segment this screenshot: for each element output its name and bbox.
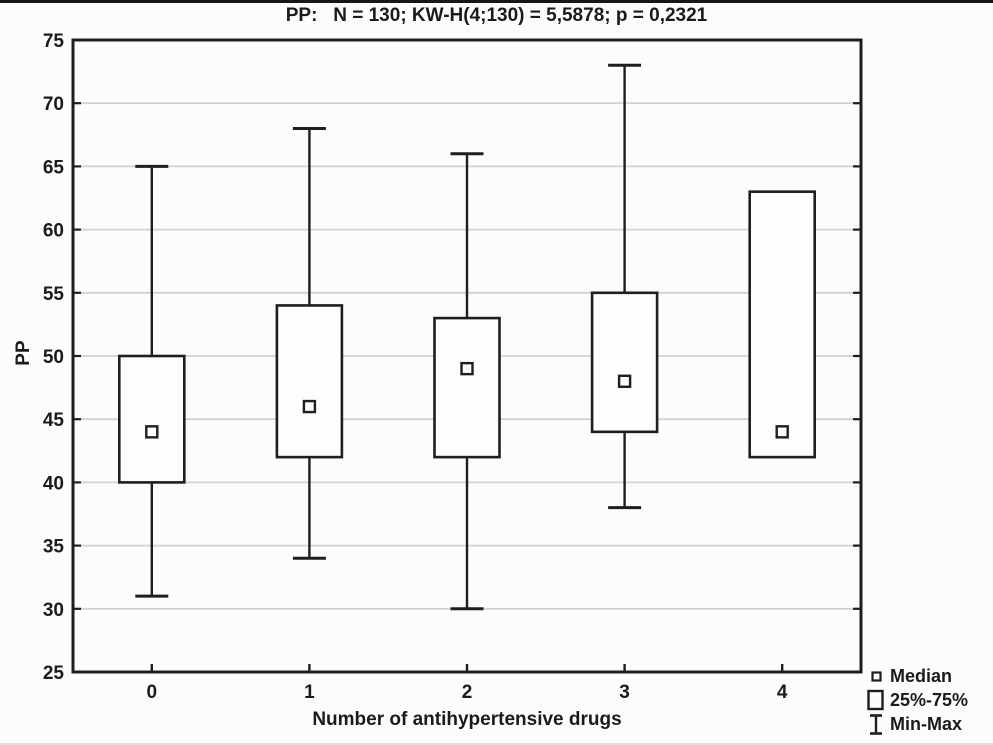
median-marker	[302, 399, 317, 414]
median-marker	[617, 374, 632, 388]
x-tick-label: 0	[147, 682, 158, 703]
y-tick-label: 60	[43, 221, 64, 242]
figure-bottom-border	[0, 743, 993, 745]
x-tick-label: 1	[304, 682, 315, 703]
box-plot-group-3	[590, 63, 659, 510]
iqr-box	[118, 354, 186, 484]
median-marker	[775, 425, 789, 439]
chart-title: PP: N = 130; KW-H(4;130) = 5,5878; p = 0…	[285, 5, 708, 26]
median-square-icon	[862, 670, 890, 683]
figure-top-border	[0, 0, 993, 3]
legend-label-iqr: 25%-75%	[890, 689, 969, 710]
box-plot-group-4	[748, 190, 817, 459]
legend: Median 25%-75% Min-Max	[862, 664, 968, 736]
y-tick-label: 45	[43, 410, 65, 431]
x-axis-label: Number of antihypertensive drugs	[312, 709, 622, 730]
median-marker	[145, 425, 159, 439]
iqr-box	[748, 190, 817, 459]
legend-item-iqr: 25%-75%	[862, 688, 968, 712]
iqr-box-icon	[862, 689, 890, 711]
y-tick-label: 55	[43, 284, 65, 305]
y-tick-label: 30	[43, 600, 64, 621]
legend-label-median: Median	[890, 665, 953, 686]
legend-item-median: Median	[862, 664, 968, 688]
box-plot-group-0	[118, 164, 186, 598]
iqr-box	[275, 304, 344, 459]
median-marker	[460, 361, 474, 376]
legend-item-minmax: Min-Max	[862, 712, 968, 736]
iqr-box	[433, 316, 501, 459]
x-tick-label: 4	[777, 682, 788, 703]
y-tick-label: 75	[43, 31, 65, 52]
y-tick-label: 65	[43, 157, 65, 178]
box-plot-group-1	[275, 126, 344, 560]
y-tick-label: 40	[43, 473, 64, 494]
min-max-whisker-icon	[862, 713, 890, 736]
legend-label-minmax: Min-Max	[890, 713, 962, 734]
x-tick-label: 3	[619, 682, 630, 703]
y-tick-label: 35	[43, 537, 65, 558]
plot-border	[71, 38, 863, 674]
x-tick-label: 2	[462, 682, 473, 703]
box-plot-group-2	[433, 152, 501, 611]
y-tick-label: 50	[43, 347, 64, 368]
y-tick-label: 25	[43, 663, 65, 684]
y-tick-label: 70	[43, 94, 64, 115]
iqr-box	[590, 291, 659, 434]
